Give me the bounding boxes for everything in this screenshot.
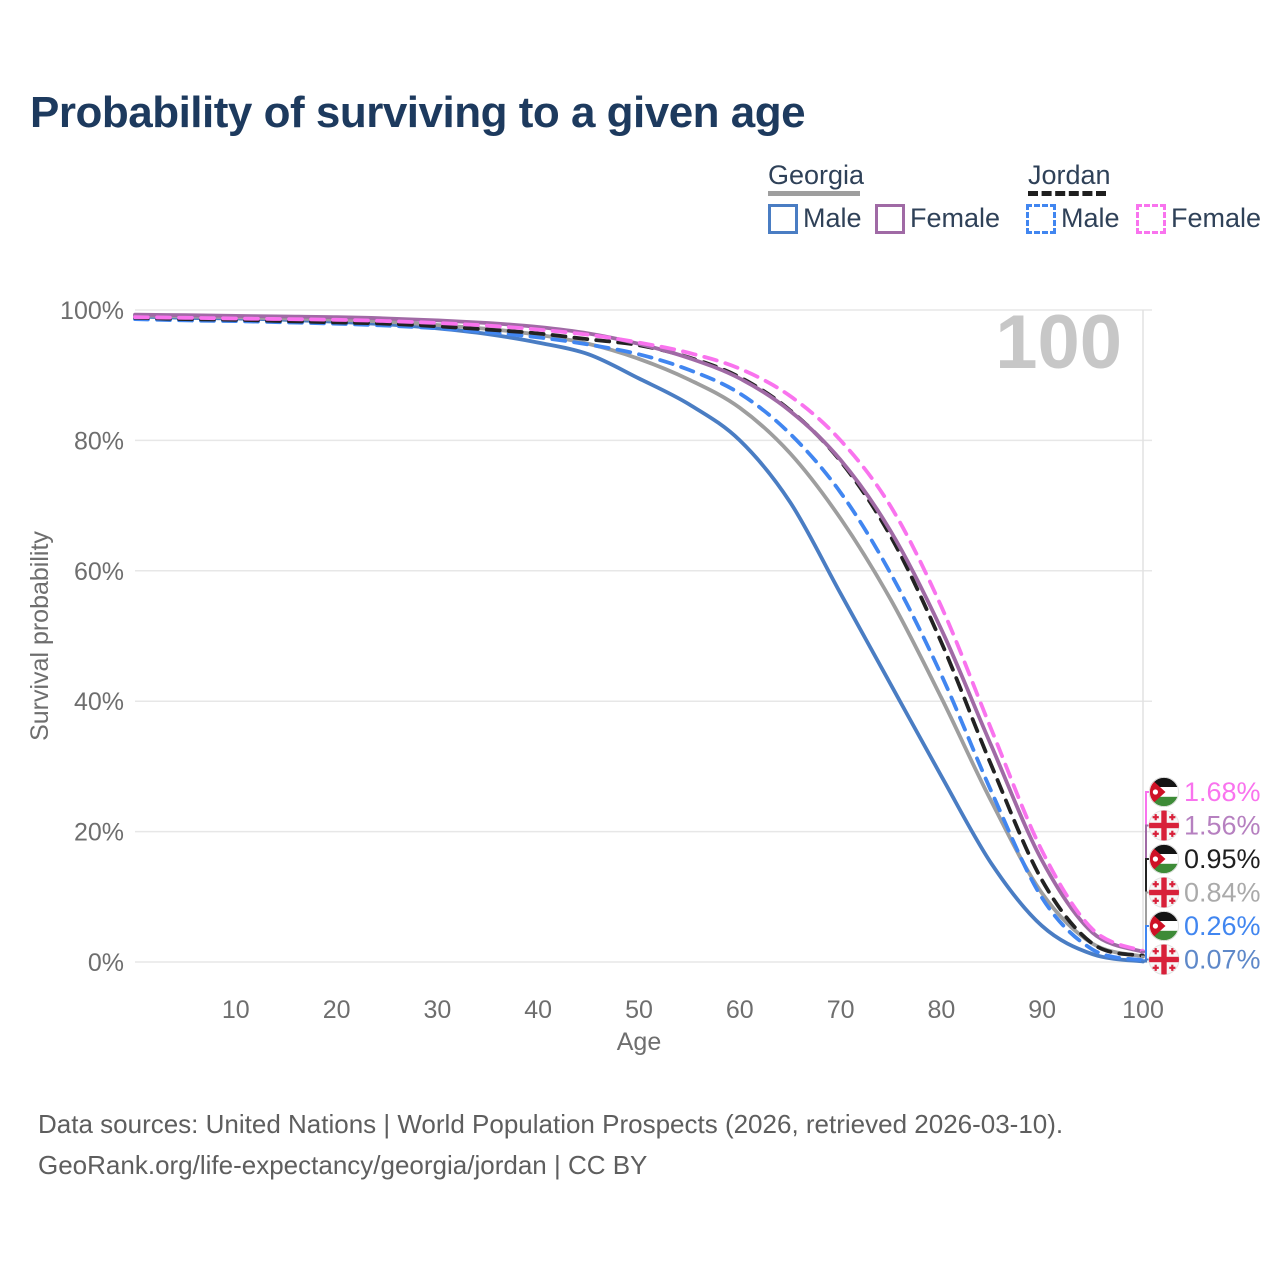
legend-group-georgia-title: Georgia bbox=[768, 160, 865, 190]
legend-item-jordan-male[interactable]: Male bbox=[1026, 203, 1120, 234]
georgia-male-swatch[interactable] bbox=[768, 203, 798, 234]
x-tick-label: 70 bbox=[827, 996, 855, 1024]
series-line-georgia-female[interactable] bbox=[133, 312, 1145, 954]
x-tick-label: 20 bbox=[323, 996, 351, 1024]
page-title: Probability of surviving to a given age bbox=[30, 88, 806, 137]
jordan-flag-icon bbox=[1148, 776, 1180, 808]
footer-data-sources: Data sources: United Nations | World Pop… bbox=[38, 1109, 1064, 1139]
georgia-flag-icon bbox=[1148, 810, 1180, 841]
y-tick-label: 0% bbox=[88, 949, 124, 977]
georgia-flag-icon bbox=[1148, 944, 1180, 975]
y-tick-label: 60% bbox=[74, 558, 124, 586]
x-tick-label: 10 bbox=[222, 996, 250, 1024]
y-axis-title: Survival probability bbox=[26, 531, 54, 741]
legend-item-georgia-female[interactable]: Female bbox=[875, 203, 1000, 234]
x-tick-label: 30 bbox=[423, 996, 451, 1024]
end-value-label-jordan-both-sexes: 0.95% bbox=[1184, 844, 1261, 874]
jordan-flag-icon bbox=[1148, 843, 1180, 875]
age-watermark: 100 bbox=[995, 300, 1122, 385]
series-line-jordan-both-sexes[interactable] bbox=[133, 315, 1145, 958]
footer: Data sources: United Nations | World Pop… bbox=[38, 1104, 1063, 1186]
x-tick-label: 90 bbox=[1028, 996, 1056, 1024]
leader-line-georgia-male bbox=[1141, 958, 1149, 963]
legend-item-jordan-female[interactable]: Female bbox=[1136, 203, 1261, 234]
gridlines: 0% 20% 40% 60% 80% 100% bbox=[60, 297, 1152, 977]
leader-line-georgia-both-sexes bbox=[1141, 891, 1149, 958]
x-axis-title: Age bbox=[617, 1028, 661, 1056]
end-value-label-georgia-both-sexes: 0.84% bbox=[1184, 878, 1261, 908]
jordan-female-swatch[interactable] bbox=[1136, 203, 1166, 234]
y-tick-label: 80% bbox=[74, 427, 124, 455]
legend-item-georgia-male[interactable]: Male bbox=[768, 203, 862, 234]
end-value-label-jordan-female: 1.68% bbox=[1184, 777, 1261, 807]
end-value-label-georgia-male: 0.07% bbox=[1184, 945, 1261, 975]
legend-georgia-underline bbox=[768, 191, 860, 196]
leader-line-jordan-male bbox=[1141, 925, 1149, 962]
series-line-georgia-both-sexes[interactable] bbox=[133, 313, 1145, 959]
series-line-georgia-male[interactable] bbox=[133, 314, 1145, 964]
y-tick-label: 100% bbox=[60, 297, 124, 325]
legend-item-label: Female bbox=[910, 203, 1001, 233]
x-tick-label: 40 bbox=[524, 996, 552, 1024]
series-lines bbox=[133, 312, 1145, 964]
end-value-label-jordan-male: 0.26% bbox=[1184, 911, 1261, 941]
axes: 10 20 30 40 50 60 70 80 90 100 Age Survival probabi… bbox=[26, 531, 1164, 1056]
y-tick-label: 40% bbox=[74, 688, 124, 716]
legend-group-jordan-title: Jordan bbox=[1028, 160, 1111, 190]
legend-item-label: Male bbox=[803, 203, 862, 233]
end-value-label-georgia-female: 1.56% bbox=[1184, 811, 1261, 841]
x-tick-label: 50 bbox=[625, 996, 653, 1024]
x-tick-label: 80 bbox=[927, 996, 955, 1024]
x-tick-label: 100 bbox=[1122, 996, 1164, 1024]
georgia-female-swatch[interactable] bbox=[875, 203, 905, 234]
series-line-jordan-female[interactable] bbox=[133, 315, 1145, 953]
legend-jordan-underline bbox=[1028, 191, 1106, 196]
jordan-flag-icon bbox=[1148, 910, 1180, 942]
footer-source-url: GeoRank.org/life-expectancy/georgia/jord… bbox=[38, 1150, 648, 1180]
legend-item-label: Female bbox=[1171, 203, 1262, 233]
jordan-male-swatch[interactable] bbox=[1026, 203, 1056, 234]
x-tick-label: 60 bbox=[726, 996, 754, 1024]
georgia-flag-icon bbox=[1148, 877, 1180, 908]
y-tick-label: 20% bbox=[74, 819, 124, 847]
end-value-labels: 1.68% 1.56%0.95% 0.84%0.26% 0.07% bbox=[1141, 776, 1261, 975]
legend-item-label: Male bbox=[1061, 203, 1120, 233]
